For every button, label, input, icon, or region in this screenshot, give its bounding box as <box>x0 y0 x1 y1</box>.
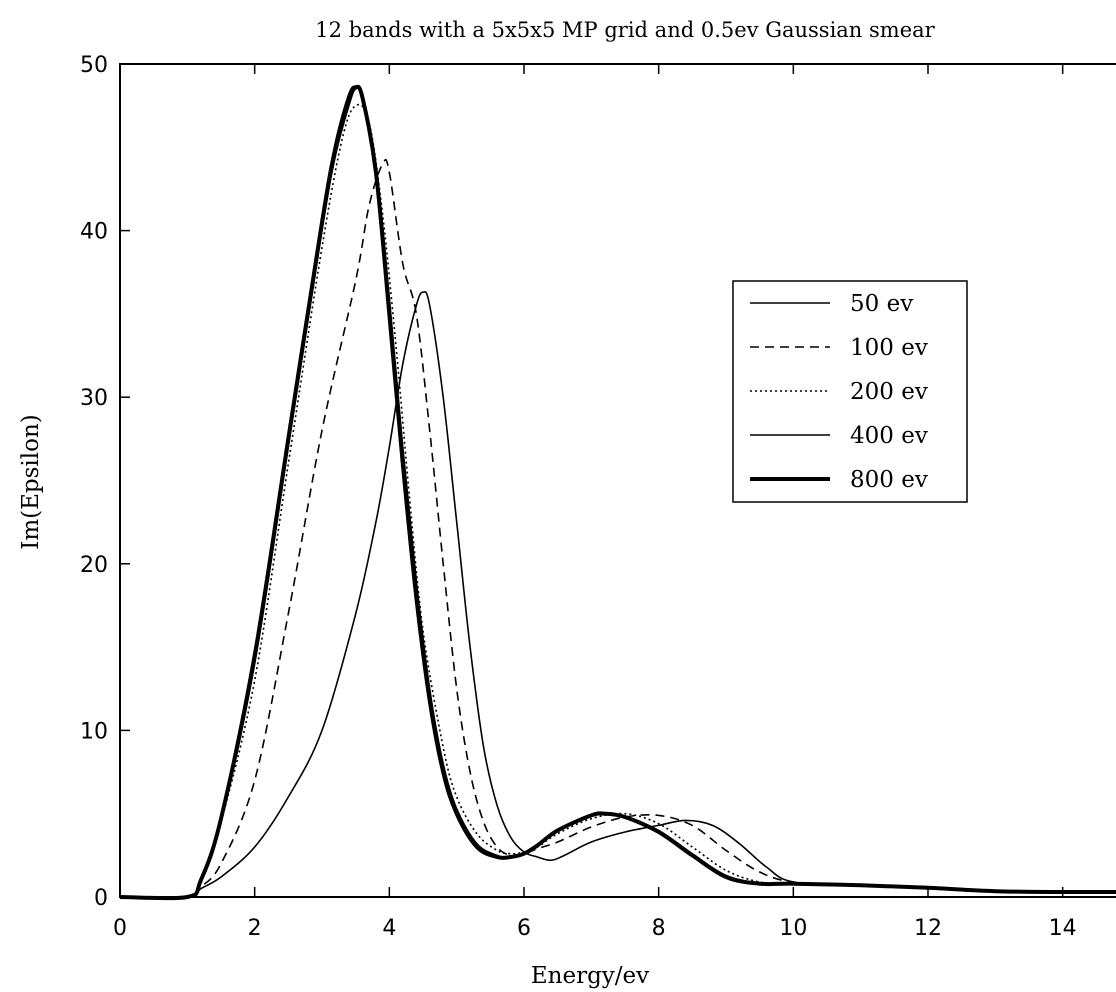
y-tick-label: 10 <box>80 719 108 744</box>
plot-frame <box>119 63 1116 898</box>
y-tick-label: 30 <box>80 386 108 411</box>
legend-label-5: 800 ev <box>850 467 928 493</box>
x-tick-label: 0 <box>113 916 127 941</box>
legend-label-4: 400 ev <box>850 423 928 449</box>
y-tick-label: 50 <box>80 53 108 78</box>
x-axis-label: Energy/ev <box>531 963 649 989</box>
y-tick-label: 20 <box>80 553 108 578</box>
series-layer <box>119 84 1116 901</box>
legend-label-2: 100 ev <box>850 335 928 361</box>
x-tick-label: 4 <box>382 916 396 941</box>
legend: 50 ev 100 ev 200 ev 400 ev 800 ev <box>732 280 968 503</box>
plot-area: 0 2 4 6 8 10 12 14 0 10 20 30 40 50 <box>80 53 1116 941</box>
tick-labels: 0 2 4 6 8 10 12 14 0 10 20 30 40 50 <box>80 53 1077 941</box>
series-line-2 <box>119 158 1116 899</box>
x-tick-label: 10 <box>779 916 807 941</box>
y-tick-label: 40 <box>80 220 108 245</box>
x-tick-label: 8 <box>652 916 666 941</box>
chart-title: 12 bands with a 5x5x5 MP grid and 0.5ev … <box>315 18 935 42</box>
axis-ticks <box>119 63 1064 898</box>
legend-label-3: 200 ev <box>850 379 928 405</box>
x-tick-label: 2 <box>248 916 262 941</box>
legend-label-1: 50 ev <box>850 291 913 317</box>
y-tick-label: 0 <box>94 886 108 911</box>
x-tick-label: 12 <box>914 916 942 941</box>
x-tick-label: 6 <box>517 916 531 941</box>
series-line-5 <box>119 84 1116 901</box>
y-axis-label: Im(Epsilon) <box>18 414 44 550</box>
legend-items: 50 ev 100 ev 200 ev 400 ev 800 ev <box>750 291 928 493</box>
x-tick-label: 14 <box>1049 916 1077 941</box>
series-line-1 <box>119 291 1116 899</box>
